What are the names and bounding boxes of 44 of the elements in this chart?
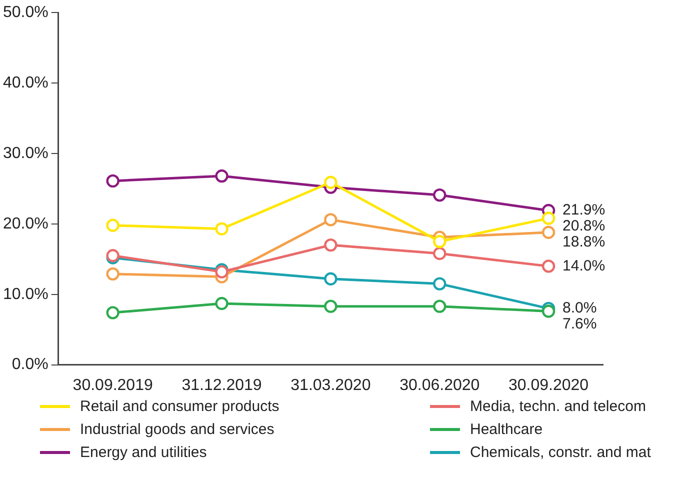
point (106, 267, 120, 281)
x-tick-label: 31.03.2020 (290, 376, 371, 394)
legend-label: Media, techn. and telecom (470, 398, 646, 415)
data-label: 7.6% (562, 316, 597, 333)
legend-label: Chemicals, constr. and mat (470, 444, 651, 461)
point (542, 212, 556, 225)
point (106, 306, 120, 320)
point (324, 176, 338, 189)
point (542, 226, 556, 239)
point (542, 260, 556, 273)
data-label: 14.0% (562, 257, 606, 274)
y-tick-label: 40.0% (2, 74, 48, 92)
data-label: 21.9% (562, 202, 606, 219)
point (433, 188, 446, 202)
y-tick-label: 0.0% (12, 356, 48, 374)
point (215, 222, 228, 236)
y-tick-label: 10.0% (2, 286, 48, 303)
point (106, 218, 120, 232)
x-tick-label: 31.12.2019 (182, 376, 262, 394)
point (324, 300, 338, 313)
point (433, 234, 446, 248)
point (433, 277, 446, 290)
data-label: 8.0% (562, 300, 597, 317)
point (215, 296, 228, 310)
point (324, 213, 338, 226)
legend-label: Industrial goods and services (80, 421, 274, 438)
data-label: 20.8% (562, 218, 606, 235)
y-tick-label: 30.0% (2, 144, 48, 162)
x-tick-label: 30.06.2020 (400, 376, 480, 394)
point (215, 169, 228, 183)
x-tick-label: 30.09.2020 (508, 376, 589, 394)
point (324, 272, 338, 286)
legend-label: Retail and consumer products (80, 398, 280, 415)
legend-label: Energy and utilities (80, 444, 207, 461)
y-tick-label: 50.0% (2, 4, 48, 22)
data-label: 18.8% (562, 234, 606, 251)
point (433, 246, 446, 260)
legend-label: Healthcare (470, 421, 543, 438)
point (433, 300, 446, 313)
x-tick-label: 30.09.2019 (72, 376, 153, 394)
point (542, 304, 556, 318)
point (324, 238, 338, 252)
y-tick-label: 20.0% (2, 215, 48, 232)
point (106, 174, 120, 188)
